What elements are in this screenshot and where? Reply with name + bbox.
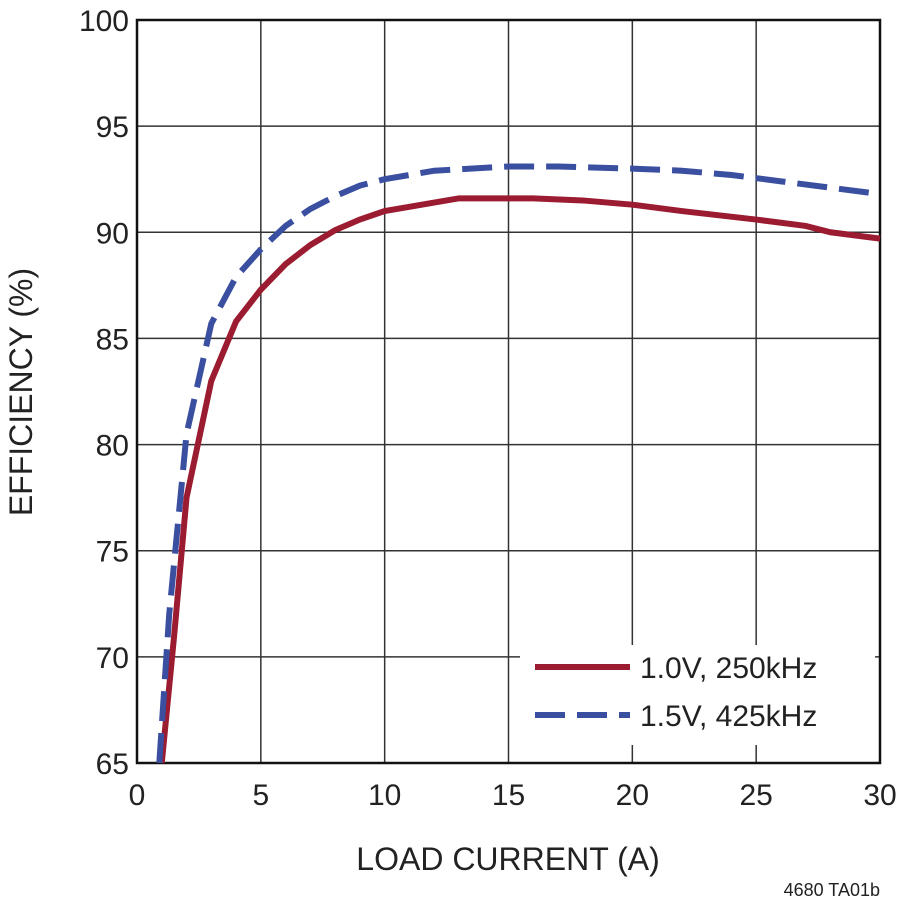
x-tick-label: 25	[739, 779, 772, 812]
y-tick-label: 80	[96, 430, 129, 463]
y-tick-label: 70	[96, 642, 129, 675]
x-tick-label: 10	[368, 779, 401, 812]
x-axis-label: LOAD CURRENT (A)	[356, 841, 659, 877]
footnote: 4680 TA01b	[784, 880, 880, 900]
y-axis-label: EFFICIENCY (%)	[3, 268, 39, 516]
legend-label: 1.5V, 425kHz	[640, 700, 817, 733]
y-tick-label: 95	[96, 111, 129, 144]
legend-label: 1.0V, 250kHz	[640, 652, 817, 685]
x-tick-label: 15	[492, 779, 525, 812]
series-line	[158, 195, 881, 764]
y-tick-label: 65	[96, 748, 129, 781]
x-tick-label: 5	[252, 779, 269, 812]
y-tick-label: 85	[96, 323, 129, 356]
x-tick-label: 0	[129, 779, 146, 812]
x-tick-label: 20	[616, 779, 649, 812]
y-tick-label: 75	[96, 536, 129, 569]
x-tick-label: 30	[863, 779, 896, 812]
plot-frame	[135, 18, 882, 765]
y-tick-label: 100	[79, 5, 129, 38]
y-tick-label: 90	[96, 217, 129, 250]
series-line	[156, 163, 881, 764]
legend-box	[520, 645, 875, 745]
